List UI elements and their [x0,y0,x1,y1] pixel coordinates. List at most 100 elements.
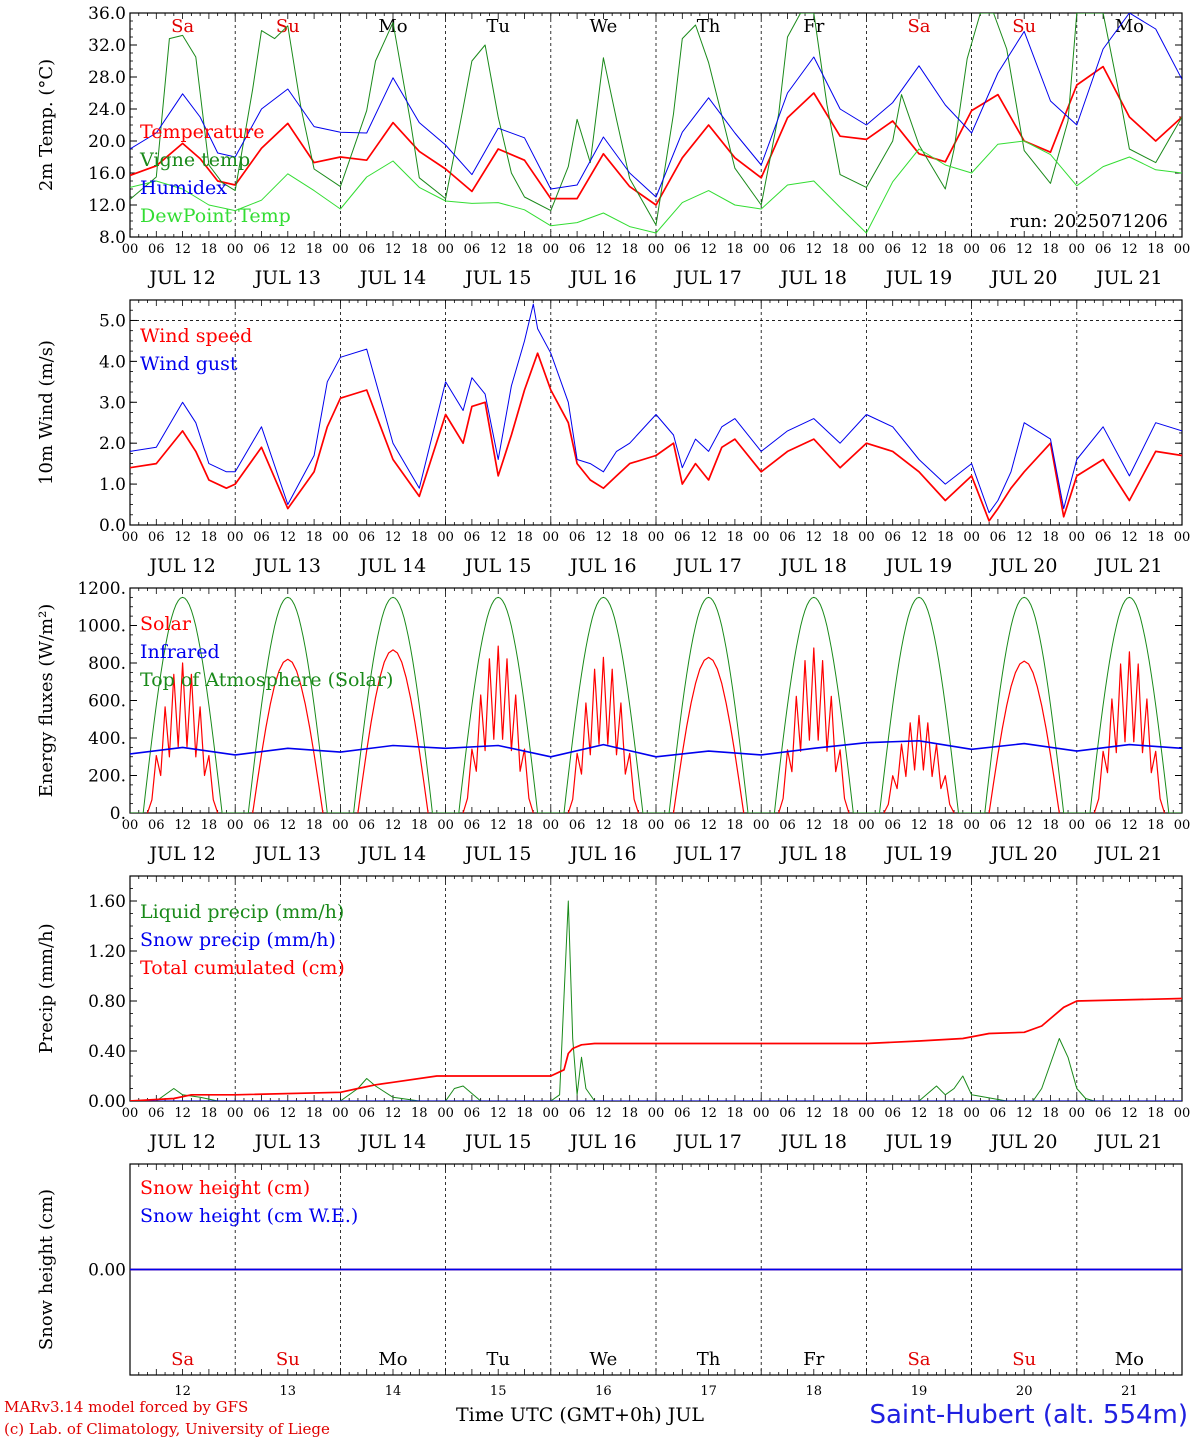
x-date-label: JUL 21 [1094,843,1162,865]
y-axis-label: Precip (mm/h) [36,923,57,1053]
run-label: run: 2025071206 [1010,211,1168,232]
x-hour-label: 00 [1069,242,1086,257]
x-hour-label: 12 [806,818,823,833]
x-date-label: JUL 16 [568,843,636,865]
x-hour-label: 00 [648,242,665,257]
x-hour-label: 18 [201,818,218,833]
y-tick-label: 1.0 [99,475,126,495]
x-date-label: JUL 12 [147,555,215,577]
x-hour-label: 06 [674,818,691,833]
x-day-number: 18 [806,1384,823,1399]
series-group [130,13,1182,234]
x-hour-label: 06 [779,1106,796,1121]
x-hour-label: 18 [1042,242,1059,257]
panel-frame [129,299,1183,526]
series-line-2 [130,303,1182,514]
x-hour-label: 18 [411,530,428,545]
solar-line [567,656,640,813]
toa-solar-line [1076,596,1182,813]
y-tick-label: 0.0 [99,516,126,536]
y-tick-label: 0. [110,804,126,824]
series-group [130,303,1182,522]
x-date-label: JUL 14 [358,1131,426,1153]
x-hour-label: 06 [148,1106,165,1121]
y-tick-label: 800. [88,654,126,674]
x-date-label: JUL 14 [358,555,426,577]
x-hour-label: 00 [648,530,665,545]
x-hour-label: 06 [990,1106,1007,1121]
toa-solar-line [235,596,341,813]
x-hour-label: 12 [490,242,507,257]
x-hour-label: 00 [1174,1106,1191,1121]
x-hour-label: 18 [411,818,428,833]
solar-line [146,662,219,813]
x-date-label: JUL 20 [989,267,1057,289]
y-tick-label: 4.0 [99,352,126,372]
x-hour-label: 12 [1016,242,1033,257]
x-hour-label: 06 [884,242,901,257]
legend-entry: Total cumulated (cm) [140,957,345,979]
x-hour-label: 12 [806,242,823,257]
x-date-label: JUL 21 [1094,1131,1162,1153]
legend-entry: Solar [140,613,192,635]
x-hour-label: 18 [306,530,323,545]
x-date-label: JUL 21 [1094,267,1162,289]
x-hour-label: 18 [201,242,218,257]
y-tick-label: 28.0 [88,68,126,88]
x-date-label: JUL 14 [358,843,426,865]
day-abbr-label: Tu [486,16,510,37]
legend-entry: Infrared [140,641,220,663]
y-tick-label: 1.20 [88,942,126,962]
y-tick-label: 200. [88,767,126,787]
x-hour-label: 18 [937,1106,954,1121]
legend-entry: Liquid precip (mm/h) [140,901,344,923]
x-date-label: JUL 17 [673,843,741,865]
x-hour-label: 12 [1016,530,1033,545]
x-hour-label: 00 [648,818,665,833]
x-date-label: JUL 12 [147,1131,215,1153]
model-credit: MARv3.14 model forced by GFS [4,1398,249,1416]
x-hour-label: 18 [621,530,638,545]
x-date-label: JUL 20 [989,555,1057,577]
y-axis-label: 10m Wind (m/s) [36,340,57,485]
day-abbr-label: Mo [378,16,407,37]
x-hour-label: 12 [280,818,297,833]
toa-solar-line [445,596,551,813]
x-hour-label: 18 [516,530,533,545]
x-hour-label: 06 [990,818,1007,833]
x-hour-label: 00 [437,1106,454,1121]
x-hour-label: 06 [1095,1106,1112,1121]
day-abbr-label: Su [1012,1349,1036,1370]
solar-line [357,649,429,813]
x-hour-label: 18 [621,1106,638,1121]
x-hour-label: 18 [306,1106,323,1121]
toa-solar-line [971,596,1077,813]
x-hour-label: 12 [490,1106,507,1121]
x-date-label: JUL 12 [147,843,215,865]
x-hour-label: 06 [884,1106,901,1121]
x-hour-label: 06 [674,242,691,257]
x-date-label: JUL 13 [253,1131,321,1153]
x-date-label: JUL 15 [463,843,531,865]
x-hour-label: 12 [700,242,717,257]
x-hour-label: 00 [332,1106,349,1121]
x-hour-label: 00 [753,818,770,833]
x-hour-label: 06 [884,818,901,833]
x-hour-label: 18 [411,242,428,257]
x-hour-label: 06 [674,530,691,545]
series-line-1 [130,352,1182,522]
x-hour-label: 12 [911,530,928,545]
x-hour-label: 12 [595,818,612,833]
x-date-label: JUL 18 [779,1131,847,1153]
x-hour-label: 18 [621,242,638,257]
x-hour-label: 18 [727,530,744,545]
x-hour-label: 12 [700,818,717,833]
station-name: Saint-Hubert (alt. 554m) [869,1400,1188,1430]
day-abbr-label: Sa [171,1349,194,1370]
y-tick-label: 16.0 [88,164,126,184]
series-group [130,900,1182,1101]
x-hour-label: 06 [253,530,270,545]
solar-line [778,647,850,813]
x-hour-label: 18 [516,1106,533,1121]
x-hour-label: 00 [543,242,560,257]
